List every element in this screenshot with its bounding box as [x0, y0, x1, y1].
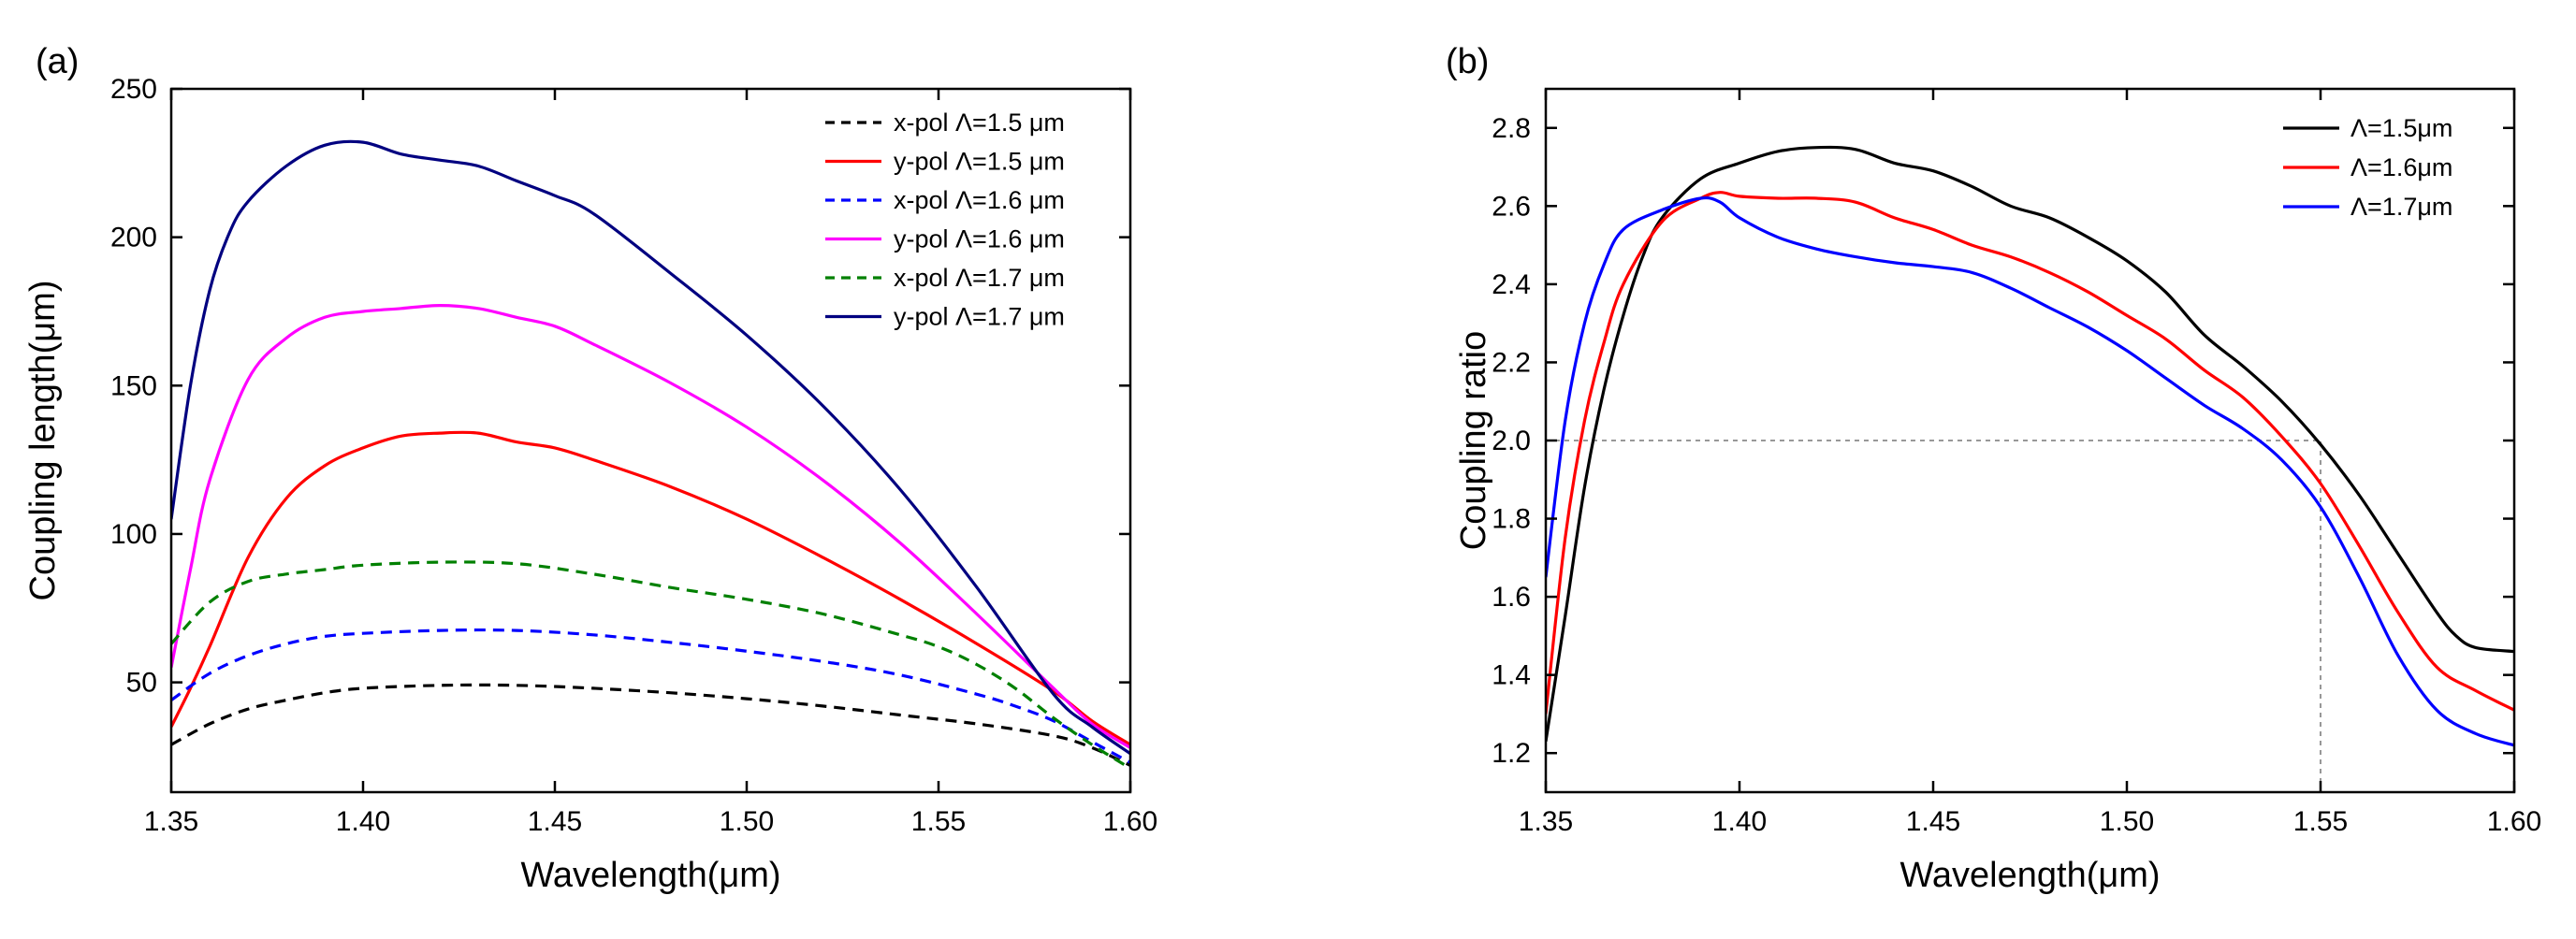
series-line-6: [171, 139, 1130, 756]
legend-label: x-pol Λ=1.5 μm: [894, 108, 1065, 137]
y-tick-label: 2.0: [1492, 426, 1531, 456]
y-tick-label: 50: [126, 668, 157, 699]
plot-frame: [169, 87, 1132, 794]
series-line-3: [1546, 195, 2514, 747]
y-tick-label: 150: [110, 370, 157, 401]
x-tick-label: 1.50: [720, 806, 774, 837]
x-tick-label: 1.60: [1103, 806, 1157, 837]
y-tick-label: 2.4: [1492, 269, 1531, 300]
x-axis-title: Wavelength(μm): [1899, 856, 2160, 895]
y-tick-label: 2.6: [1492, 191, 1531, 222]
x-tick-label: 1.45: [1906, 806, 1960, 837]
y-tick-label: 1.2: [1492, 738, 1531, 769]
x-tick-label: 1.55: [911, 806, 966, 837]
x-tick-label: 1.45: [528, 806, 582, 837]
y-tick-label: 100: [110, 519, 157, 550]
legend-label: Λ=1.6μm: [2350, 153, 2452, 181]
legend-label: x-pol Λ=1.7 μm: [894, 264, 1065, 292]
y-tick-label: 1.4: [1492, 660, 1531, 691]
legend-label: y-pol Λ=1.5 μm: [894, 148, 1065, 176]
legend: Λ=1.5μm Λ=1.6μm Λ=1.7μm: [2283, 114, 2452, 221]
y-tick-label: 2.8: [1492, 113, 1531, 144]
x-tick-label: 1.40: [336, 806, 390, 837]
y-tick-label: 1.6: [1492, 582, 1531, 613]
legend-label: y-pol Λ=1.6 μm: [894, 225, 1065, 253]
y-axis-title: Coupling ratio: [1454, 331, 1493, 550]
series-line-2: [171, 430, 1130, 746]
series-group: [171, 139, 1130, 770]
series-line-5: [171, 560, 1130, 770]
legend-label: Λ=1.5μm: [2350, 114, 2452, 142]
x-tick-label: 1.35: [144, 806, 198, 837]
panel-b-coupling-ratio-chart: (b) 1.35 1.40 1.45 1.50 1.55 1.60 1.2 1.4 1.6 1.8 2…: [1446, 42, 2541, 895]
x-tick-label: 1.55: [2293, 806, 2348, 837]
panel-label: (a): [36, 42, 79, 81]
x-tick-label: 1.60: [2487, 806, 2541, 837]
legend-label: x-pol Λ=1.6 μm: [894, 186, 1065, 214]
legend: x-pol Λ=1.5 μm y-pol Λ=1.5 μm x-pol Λ=1.6 …: [825, 108, 1065, 331]
panel-a-coupling-length-chart: (a) 1.35 1.40 1.45 1.50 1.55 1.60 50 100 150 200 25…: [23, 42, 1157, 895]
y-tick-label: 1.8: [1492, 504, 1531, 535]
series-line-3: [171, 628, 1130, 764]
y-tick-label: 2.2: [1492, 347, 1531, 378]
legend-label: Λ=1.7μm: [2350, 193, 2452, 221]
y-tick-label: 200: [110, 223, 157, 253]
y-tick-label: 250: [110, 74, 157, 105]
legend-label: y-pol Λ=1.7 μm: [894, 303, 1065, 331]
series-line-4: [171, 304, 1130, 749]
x-tick-label: 1.35: [1519, 806, 1573, 837]
series-line-2: [1546, 191, 2514, 715]
series-line-1: [171, 683, 1130, 767]
panel-label: (b): [1446, 42, 1489, 81]
x-tick-label: 1.50: [2100, 806, 2154, 837]
series-line-1: [1546, 145, 2514, 742]
series-group: [1546, 145, 2514, 747]
x-tick-label: 1.40: [1712, 806, 1767, 837]
x-axis-title: Wavelength(μm): [520, 856, 780, 895]
y-axis-title: Coupling length(μm): [23, 281, 63, 601]
